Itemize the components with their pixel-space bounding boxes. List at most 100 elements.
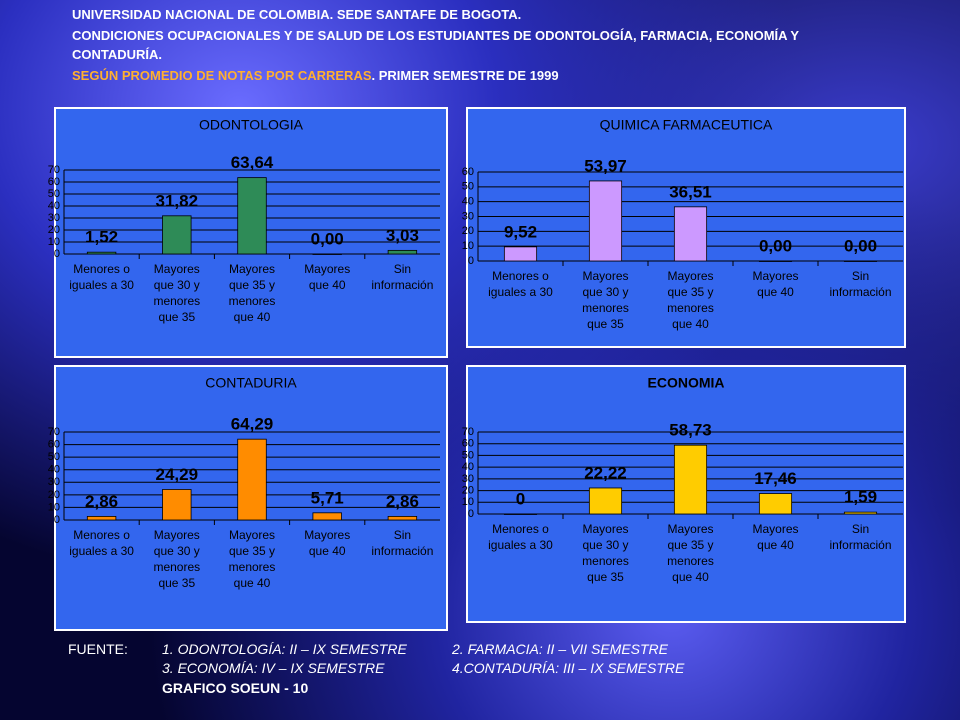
- x-tick-label: Mayores: [154, 528, 200, 542]
- chart-code: GRAFICO SOEUN - 10: [162, 680, 308, 696]
- bar: [588, 487, 623, 515]
- y-tick-label: 40: [462, 461, 474, 473]
- y-tick-label: 70: [462, 426, 474, 438]
- y-tick-label: 10: [462, 240, 474, 252]
- header-line: SEGÚN PROMEDIO DE NOTAS POR CARRERAS. PR…: [72, 68, 559, 83]
- x-tick-label: Mayores: [582, 269, 628, 283]
- x-tick-label: menores: [153, 294, 200, 308]
- x-tick-label: que 40: [757, 285, 794, 299]
- x-tick-label: que 35 y: [229, 544, 275, 558]
- x-tick-label: menores: [582, 301, 629, 315]
- data-label: 0,00: [759, 236, 792, 255]
- x-tick-label: Mayores: [752, 269, 798, 283]
- data-label: 22,22: [584, 463, 627, 482]
- y-tick-label: 50: [48, 188, 60, 200]
- x-tick-label: Mayores: [229, 528, 275, 542]
- x-tick-label: menores: [153, 560, 200, 574]
- x-tick-label: iguales a 30: [69, 278, 134, 292]
- bar: [162, 489, 192, 521]
- header-rest: . PRIMER SEMESTRE DE 1999: [372, 68, 559, 83]
- x-tick-label: menores: [667, 554, 714, 568]
- data-label: 0: [516, 489, 525, 508]
- x-tick-label: que 30 y: [154, 278, 200, 292]
- y-tick-label: 20: [48, 489, 60, 501]
- data-label: 2,86: [386, 492, 419, 511]
- note: 2. FARMACIA: II – VII SEMESTRE: [451, 641, 669, 657]
- y-tick-label: 10: [48, 501, 60, 513]
- y-tick-label: 40: [48, 200, 60, 212]
- y-tick-label: 10: [462, 496, 474, 508]
- y-tick-label: 50: [48, 451, 60, 463]
- bar: [843, 511, 878, 515]
- bar: [387, 516, 418, 521]
- data-label: 5,71: [311, 488, 344, 507]
- x-tick-label: Sin: [852, 269, 869, 283]
- x-tick-label: Menores o: [492, 269, 549, 283]
- note: 4.CONTADURÍA: III – IX SEMESTRE: [452, 660, 685, 676]
- bar: [86, 251, 117, 255]
- y-tick-label: 30: [462, 473, 474, 485]
- x-tick-label: que 35: [158, 310, 195, 324]
- bar: [312, 253, 342, 255]
- bar: [758, 260, 793, 262]
- x-tick-label: Menores o: [73, 528, 130, 542]
- x-tick-label: que 40: [234, 310, 271, 324]
- x-tick-label: menores: [667, 301, 714, 315]
- x-tick-label: que 30 y: [582, 285, 628, 299]
- x-tick-label: que 35 y: [667, 538, 713, 552]
- data-label: 2,86: [85, 492, 118, 511]
- chart-title: CONTADURIA: [205, 375, 297, 391]
- x-tick-label: que 40: [309, 278, 346, 292]
- header-line: CONTADURÍA.: [72, 47, 162, 62]
- y-tick-label: 10: [48, 236, 60, 248]
- x-tick-label: información: [829, 285, 891, 299]
- x-tick-label: que 40: [672, 570, 709, 584]
- x-tick-label: menores: [229, 294, 276, 308]
- y-tick-label: 60: [462, 166, 474, 178]
- chart-title: QUIMICA FARMACEUTICA: [600, 117, 773, 133]
- y-tick-label: 60: [462, 438, 474, 450]
- chart-title: ECONOMIA: [648, 375, 725, 391]
- header-line: CONDICIONES OCUPACIONALES Y DE SALUD DE …: [72, 28, 799, 43]
- x-tick-label: Menores o: [492, 522, 549, 536]
- bar: [843, 260, 878, 262]
- x-tick-label: Sin: [394, 528, 411, 542]
- bar: [673, 206, 708, 262]
- x-tick-label: que 40: [757, 538, 794, 552]
- data-label: 63,64: [231, 153, 274, 172]
- y-tick-label: 20: [462, 225, 474, 237]
- y-tick-label: 30: [462, 210, 474, 222]
- x-tick-label: que 35: [587, 570, 624, 584]
- x-tick-label: Mayores: [154, 262, 200, 276]
- bar: [673, 444, 708, 515]
- x-tick-label: Mayores: [667, 522, 713, 536]
- bar: [758, 493, 793, 515]
- x-tick-label: iguales a 30: [69, 544, 134, 558]
- bar: [503, 246, 538, 262]
- x-tick-label: menores: [582, 554, 629, 568]
- bar: [588, 180, 623, 262]
- data-label: 9,52: [504, 222, 537, 241]
- data-label: 53,97: [584, 156, 627, 175]
- y-tick-label: 40: [48, 464, 60, 476]
- x-tick-label: Mayores: [304, 528, 350, 542]
- y-tick-label: 0: [54, 514, 60, 526]
- x-tick-label: Mayores: [304, 262, 350, 276]
- y-tick-label: 30: [48, 212, 60, 224]
- y-tick-label: 50: [462, 181, 474, 193]
- bar: [162, 215, 192, 255]
- y-tick-label: 70: [48, 164, 60, 176]
- data-label: 1,52: [85, 228, 118, 247]
- x-tick-label: que 35 y: [667, 285, 713, 299]
- source-label: FUENTE:: [68, 641, 128, 657]
- bar: [237, 438, 267, 521]
- x-tick-label: Mayores: [229, 262, 275, 276]
- x-tick-label: Sin: [852, 522, 869, 536]
- x-tick-label: que 30 y: [154, 544, 200, 558]
- y-tick-label: 40: [462, 196, 474, 208]
- x-tick-label: menores: [229, 560, 276, 574]
- y-tick-label: 20: [462, 484, 474, 496]
- y-tick-label: 50: [462, 449, 474, 461]
